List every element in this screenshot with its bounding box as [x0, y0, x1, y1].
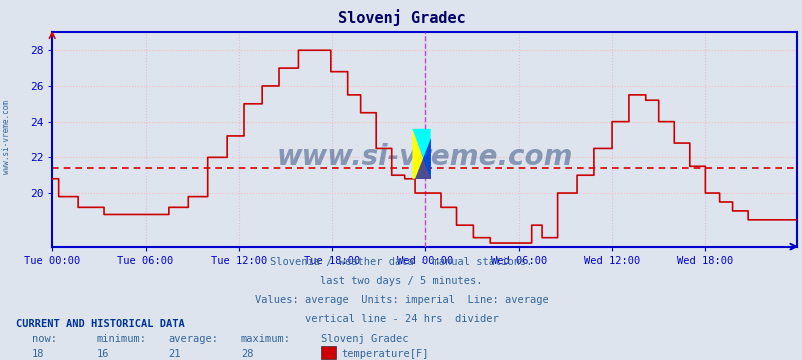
- Text: temperature[F]: temperature[F]: [341, 349, 428, 359]
- Polygon shape: [412, 129, 430, 179]
- Text: minimum:: minimum:: [96, 334, 146, 344]
- Text: 21: 21: [168, 349, 181, 359]
- Text: last two days / 5 minutes.: last two days / 5 minutes.: [320, 276, 482, 286]
- Text: www.si-vreme.com: www.si-vreme.com: [2, 100, 11, 174]
- Text: now:: now:: [32, 334, 57, 344]
- Polygon shape: [415, 138, 430, 179]
- Text: CURRENT AND HISTORICAL DATA: CURRENT AND HISTORICAL DATA: [16, 319, 184, 329]
- Text: vertical line - 24 hrs  divider: vertical line - 24 hrs divider: [304, 314, 498, 324]
- Polygon shape: [412, 129, 430, 179]
- Text: www.si-vreme.com: www.si-vreme.com: [276, 143, 573, 171]
- Text: Slovenia / weather data - manual stations.: Slovenia / weather data - manual station…: [270, 257, 532, 267]
- Text: Values: average  Units: imperial  Line: average: Values: average Units: imperial Line: av…: [254, 295, 548, 305]
- Text: Slovenj Gradec: Slovenj Gradec: [337, 9, 465, 26]
- Text: 18: 18: [32, 349, 45, 359]
- Text: average:: average:: [168, 334, 218, 344]
- Text: 28: 28: [241, 349, 253, 359]
- Text: 16: 16: [96, 349, 109, 359]
- Text: Slovenj Gradec: Slovenj Gradec: [321, 334, 408, 344]
- Text: maximum:: maximum:: [241, 334, 290, 344]
